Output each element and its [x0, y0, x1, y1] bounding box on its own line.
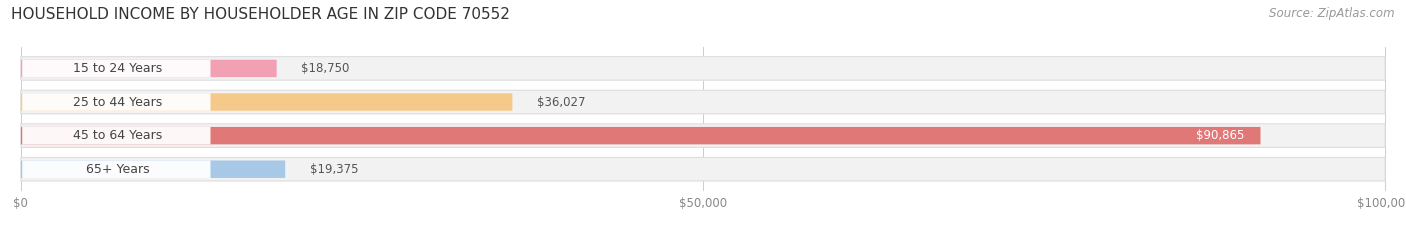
- FancyBboxPatch shape: [21, 161, 285, 178]
- Text: $90,865: $90,865: [1195, 129, 1244, 142]
- Text: HOUSEHOLD INCOME BY HOUSEHOLDER AGE IN ZIP CODE 70552: HOUSEHOLD INCOME BY HOUSEHOLDER AGE IN Z…: [11, 7, 510, 22]
- Text: 45 to 64 Years: 45 to 64 Years: [73, 129, 162, 142]
- Text: 25 to 44 Years: 25 to 44 Years: [73, 96, 162, 109]
- FancyBboxPatch shape: [22, 161, 211, 178]
- FancyBboxPatch shape: [21, 57, 1385, 80]
- Text: $19,375: $19,375: [309, 163, 359, 176]
- Text: 65+ Years: 65+ Years: [86, 163, 149, 176]
- Text: 15 to 24 Years: 15 to 24 Years: [73, 62, 162, 75]
- FancyBboxPatch shape: [21, 158, 1385, 181]
- FancyBboxPatch shape: [21, 90, 1385, 114]
- FancyBboxPatch shape: [21, 60, 277, 77]
- Text: Source: ZipAtlas.com: Source: ZipAtlas.com: [1270, 7, 1395, 20]
- Text: $18,750: $18,750: [301, 62, 350, 75]
- FancyBboxPatch shape: [21, 127, 1261, 144]
- FancyBboxPatch shape: [21, 93, 512, 111]
- FancyBboxPatch shape: [22, 93, 211, 111]
- FancyBboxPatch shape: [22, 60, 211, 77]
- FancyBboxPatch shape: [21, 124, 1385, 147]
- Text: $36,027: $36,027: [537, 96, 585, 109]
- FancyBboxPatch shape: [22, 127, 211, 144]
